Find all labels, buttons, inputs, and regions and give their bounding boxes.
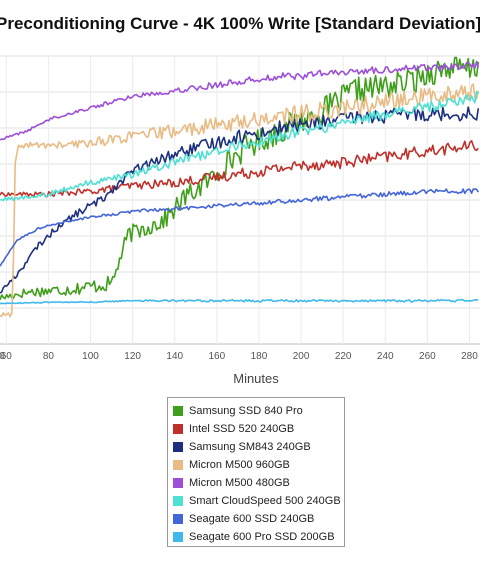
series-line [0, 106, 480, 294]
x-axis-label: Minutes [233, 371, 279, 386]
series-line [0, 140, 479, 198]
legend-label: Samsung SM843 240GB [189, 441, 311, 453]
legend-item: Micron M500 480GB [173, 474, 344, 492]
legend-swatch [173, 460, 183, 470]
legend-item: Samsung SM843 240GB [173, 438, 344, 456]
legend-swatch [173, 424, 183, 434]
legend-label: Micron M500 960GB [189, 459, 290, 471]
legend-swatch [173, 406, 183, 416]
x-tick-label: 280 [461, 351, 478, 362]
x-tick-label: 180 [251, 351, 268, 362]
legend-label: Samsung SSD 840 Pro [189, 405, 303, 417]
chart-title: Preconditioning Curve - 4K 100% Write [S… [0, 14, 480, 33]
x-tick-label: 120 [124, 351, 141, 362]
x-tick-label: 100 [82, 351, 99, 362]
legend-label: Micron M500 480GB [189, 477, 290, 489]
x-tick-label: 220 [335, 351, 352, 362]
series-lines [0, 56, 480, 318]
legend-label: Seagate 600 SSD 240GB [189, 513, 315, 525]
legend-item: Seagate 600 Pro SSD 200GB [173, 528, 344, 546]
legend-label: Seagate 600 Pro SSD 200GB [189, 531, 335, 543]
legend-swatch [173, 478, 183, 488]
legend-swatch [173, 514, 183, 524]
series-line [0, 90, 479, 202]
x-tick-label: 0 [0, 351, 5, 362]
legend-item: Micron M500 960GB [173, 456, 344, 474]
x-tick-label: 160 [208, 351, 225, 362]
legend: Samsung SSD 840 Pro Intel SSD 520 240GB Sa… [167, 397, 345, 547]
x-tick-label: 240 [377, 351, 394, 362]
x-tick-label: 260 [419, 351, 436, 362]
legend-item: Samsung SSD 840 Pro [173, 402, 344, 420]
x-tick-label: 200 [293, 351, 310, 362]
series-line [0, 188, 479, 267]
x-tick-label: 60 [1, 351, 13, 362]
legend-item: Seagate 600 SSD 240GB [173, 510, 344, 528]
x-tick-label: 80 [43, 351, 55, 362]
legend-label: Intel SSD 520 240GB [189, 423, 295, 435]
legend-swatch [173, 496, 183, 506]
legend-item: Smart CloudSpeed 500 240GB [173, 492, 344, 510]
x-axis-ticks: 0406080100120140160180200220240260280 [0, 351, 478, 362]
x-tick-label: 140 [166, 351, 183, 362]
legend-swatch [173, 442, 183, 452]
legend-label: Smart CloudSpeed 500 240GB [189, 495, 341, 507]
legend-item: Intel SSD 520 240GB [173, 420, 344, 438]
legend-swatch [173, 532, 183, 542]
series-line [0, 298, 479, 305]
series-line [0, 56, 480, 301]
series-line [0, 60, 480, 141]
series-line [0, 83, 480, 318]
